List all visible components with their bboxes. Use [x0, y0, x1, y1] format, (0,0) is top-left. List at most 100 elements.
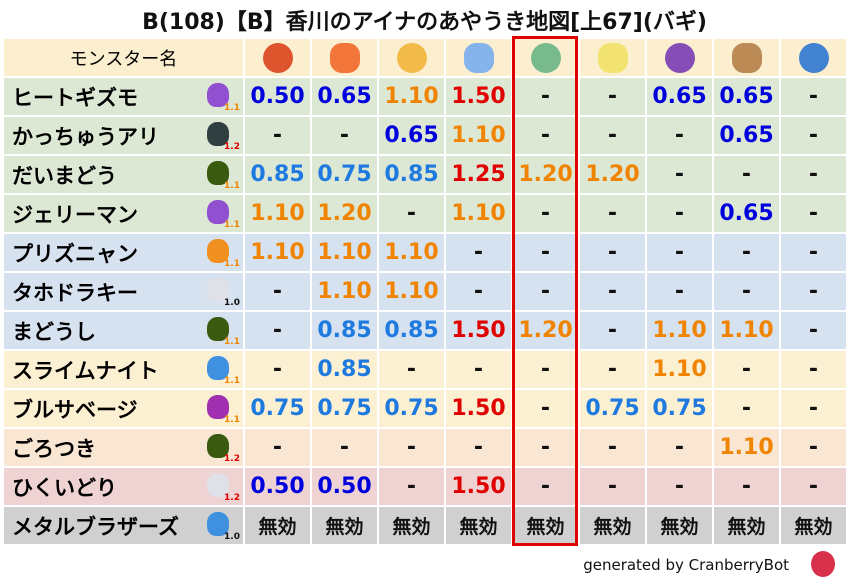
resistance-value: -: [781, 156, 846, 193]
element-header: [781, 39, 846, 76]
resistance-value: 0.65: [714, 117, 779, 154]
resistance-value: 0.65: [647, 78, 712, 115]
resistance-value: 1.10: [714, 429, 779, 466]
resistance-value: -: [446, 234, 511, 271]
paw-icon: [207, 239, 229, 263]
size-badge: 1.1: [224, 181, 240, 191]
monster-name: スライムナイト: [12, 358, 159, 383]
size-badge: 1.1: [224, 259, 240, 269]
resistance-value: -: [446, 429, 511, 466]
resistance-value: 無効: [647, 507, 712, 544]
size-badge: 1.1: [224, 103, 240, 113]
resistance-value: -: [781, 468, 846, 505]
table-row: ごろつき 1.2- - - - - - -1.10-: [4, 429, 846, 466]
monster-name: だいまどう: [12, 163, 117, 188]
size-badge: 1.1: [224, 337, 240, 347]
resistance-value: -: [580, 312, 645, 349]
resistance-value: 0.65: [714, 195, 779, 232]
resistance-value: -: [446, 273, 511, 310]
resistance-value: -: [446, 351, 511, 388]
ant-icon: [207, 122, 229, 146]
resistance-value: 1.10: [647, 351, 712, 388]
hooded-mage-icon: [207, 434, 229, 458]
resistance-value: -: [580, 78, 645, 115]
resistance-value: -: [513, 351, 578, 388]
resistance-value: -: [714, 390, 779, 427]
resistance-value: -: [245, 312, 310, 349]
monster-name: メタルブラザーズ: [12, 514, 179, 539]
resistance-value: -: [513, 468, 578, 505]
resistance-value: 0.75: [312, 156, 377, 193]
resistance-value: -: [580, 429, 645, 466]
resistance-value: 1.20: [312, 195, 377, 232]
page-title: B(108)【B】香川のアイナのあやうき地図[上67](バギ): [142, 10, 707, 35]
resistance-value: -: [580, 351, 645, 388]
resistance-value: 無効: [714, 507, 779, 544]
resistance-value: -: [647, 468, 712, 505]
explosion-icon: [396, 42, 427, 73]
resistance-value: -: [312, 117, 377, 154]
resistance-value: 1.10: [245, 195, 310, 232]
resistance-value: 無効: [580, 507, 645, 544]
resistance-value: 0.75: [245, 390, 310, 427]
resistance-value: 1.50: [446, 468, 511, 505]
resistance-value: 1.50: [446, 390, 511, 427]
size-badge: 1.1: [224, 376, 240, 386]
monster-name: ジェリーマン: [12, 202, 138, 227]
slime-icon: [207, 512, 229, 536]
monster-name: タホドラキー: [12, 280, 138, 305]
resistance-value: 無効: [312, 507, 377, 544]
resistance-value: -: [580, 273, 645, 310]
darkness-icon: [664, 42, 695, 73]
resistance-value: -: [781, 273, 846, 310]
gizmo-icon: [207, 83, 229, 107]
header-row: モンスター名: [4, 39, 846, 76]
wing-icon: [207, 278, 229, 302]
resistance-value: -: [580, 117, 645, 154]
resistance-value: -: [647, 195, 712, 232]
hooded-mage-icon: [207, 317, 229, 341]
resistance-value: 1.25: [446, 156, 511, 193]
element-header: [379, 39, 444, 76]
table-row: ヒートギズモ 1.1 0.50 0.65 1.10 1.50- -0.65 0.65-: [4, 78, 846, 115]
resistance-value: -: [781, 351, 846, 388]
resistance-value: 1.10: [714, 312, 779, 349]
resistance-value: -: [781, 195, 846, 232]
resistance-value: 1.10: [446, 195, 511, 232]
resistance-value: -: [647, 117, 712, 154]
resistance-value: -: [245, 429, 310, 466]
table-row: プリズニャン 1.1 1.10 1.10 1.10- - - - - -: [4, 234, 846, 271]
resistance-value: -: [513, 195, 578, 232]
hooded-mage-icon: [207, 161, 229, 185]
resistance-value: -: [714, 351, 779, 388]
resistance-value: 0.65: [714, 78, 779, 115]
resistance-value: -: [513, 429, 578, 466]
monster-name: ブルサベージ: [12, 397, 138, 422]
lightning-icon: [597, 42, 628, 73]
demon-icon: [207, 395, 229, 419]
resistance-value: -: [781, 234, 846, 271]
resistance-value: -: [379, 195, 444, 232]
resistance-value: -: [513, 78, 578, 115]
resistance-value: 0.75: [647, 390, 712, 427]
resistance-value: 1.20: [513, 156, 578, 193]
resistance-value: 0.50: [312, 468, 377, 505]
size-badge: 1.2: [224, 454, 240, 464]
gizmo-icon: [207, 200, 229, 224]
monster-name: ごろつき: [12, 436, 96, 461]
resistance-value: 1.10: [379, 234, 444, 271]
resistance-value: 0.85: [379, 312, 444, 349]
resistance-value: 0.75: [580, 390, 645, 427]
table-row: スライムナイト 1.1-0.85- - - -1.10- -: [4, 351, 846, 388]
wing-icon: [207, 473, 229, 497]
resistance-value: -: [513, 117, 578, 154]
resistance-value: 無効: [513, 507, 578, 544]
resistance-value: 1.10: [647, 312, 712, 349]
slime-icon: [207, 356, 229, 380]
element-header: [245, 39, 310, 76]
monster-name: まどうし: [12, 319, 96, 344]
resistance-value: -: [245, 351, 310, 388]
fire-ball-icon: [262, 42, 293, 73]
resistance-value: 1.10: [379, 273, 444, 310]
resistance-value: -: [647, 156, 712, 193]
